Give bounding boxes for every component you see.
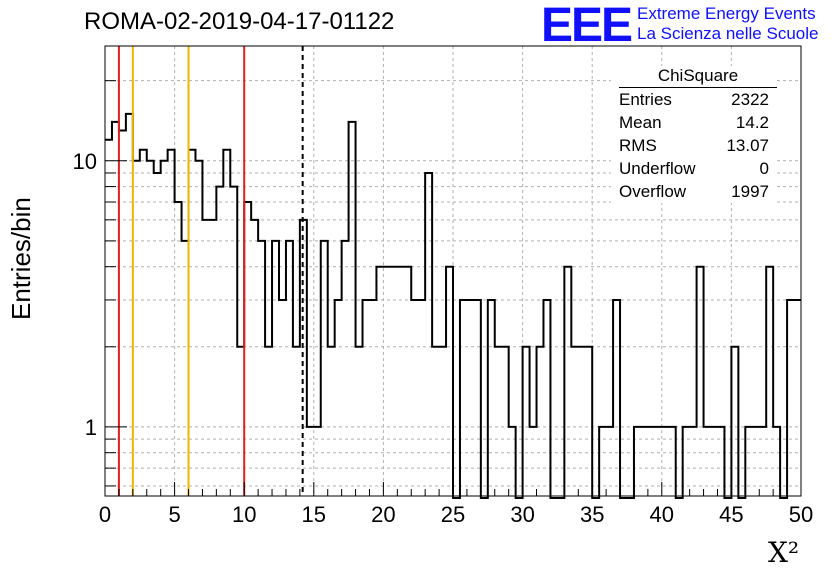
x-tick-label: 35 <box>580 502 604 527</box>
stats-value: 2322 <box>731 90 769 109</box>
stats-title: ChiSquare <box>619 66 777 88</box>
stats-value: 13.07 <box>726 136 769 155</box>
stats-label: RMS <box>619 136 657 155</box>
x-tick-label: 10 <box>232 502 256 527</box>
histogram-outline <box>105 112 801 499</box>
stats-row-underflow: Underflow 0 <box>611 157 777 180</box>
x-tick-label: 0 <box>99 502 111 527</box>
y-axis-label: Entries/bin <box>6 197 36 320</box>
y-tick-label: 1 <box>85 415 97 440</box>
histogram-bins <box>105 112 801 499</box>
logo-subtitle-line1: Extreme Energy Events <box>637 4 816 23</box>
stats-value: 0 <box>759 159 769 178</box>
stats-row-entries: Entries 2322 <box>611 88 777 111</box>
stats-value: 1997 <box>731 182 769 201</box>
stats-row-mean: Mean 14.2 <box>611 111 777 134</box>
stats-value: 14.2 <box>735 113 769 132</box>
logo-subtitle-line2: La Scienza nelle Scuole <box>637 24 819 43</box>
stats-row-rms: RMS 13.07 <box>611 134 777 157</box>
x-tick-label: 5 <box>168 502 180 527</box>
x-tick-label: 40 <box>650 502 674 527</box>
x-tick-label: 30 <box>510 502 534 527</box>
run-title: ROMA-02-2019-04-17-01122 <box>84 8 395 35</box>
x-tick-label: 50 <box>789 502 813 527</box>
stats-label: Entries <box>619 90 672 109</box>
stats-label: Overflow <box>619 182 687 201</box>
x-tick-label: 45 <box>719 502 743 527</box>
y-tick-label: 10 <box>73 149 97 174</box>
stats-label: Mean <box>619 113 662 132</box>
stats-label: Underflow <box>619 159 696 178</box>
reference-lines <box>117 46 304 496</box>
x-axis-label: X² <box>768 536 800 569</box>
x-tick-label: 20 <box>371 502 395 527</box>
x-tick-label: 15 <box>302 502 326 527</box>
axis-ticks: 0 5 10 15 20 25 30 35 40 45 50 1 10 <box>73 80 813 527</box>
stats-row-overflow: Overflow 1997 <box>611 180 777 203</box>
eee-logo: EEE <box>541 0 633 52</box>
stats-box: ChiSquare Entries 2322 Mean 14.2 RMS 13.… <box>611 66 777 203</box>
x-tick-label: 25 <box>441 502 465 527</box>
